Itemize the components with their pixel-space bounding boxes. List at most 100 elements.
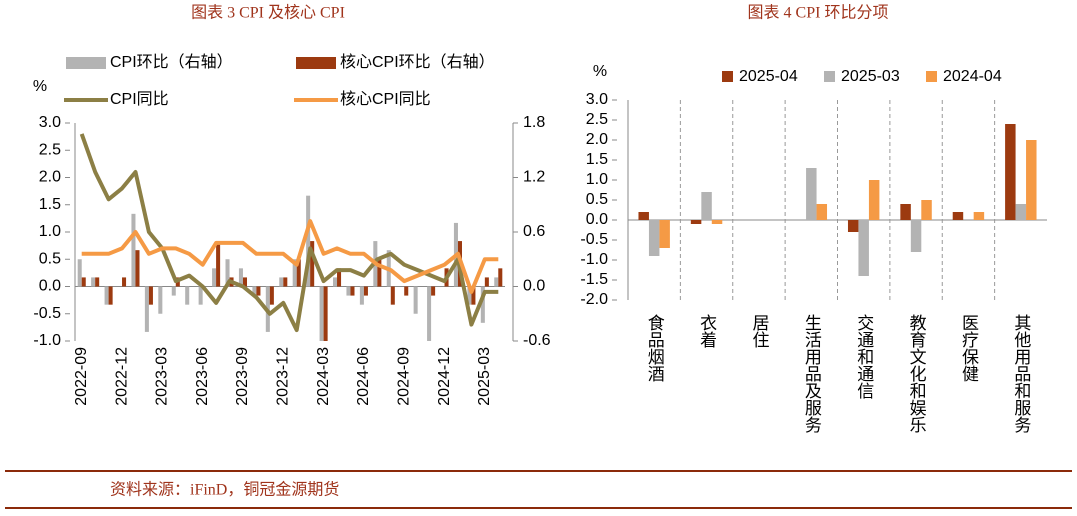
x-tick-label: 交通和通信 [854,314,874,399]
bar [404,286,409,296]
x-tick-label: 2024-12 [436,347,453,406]
x-tick-label: 生活用品及服务 [802,314,822,433]
bar [346,286,351,296]
bar [471,286,476,305]
bar [131,213,136,287]
y-tick-label: 0.0 [523,278,545,295]
bar [171,286,176,296]
bar [1015,204,1027,220]
legend-label: 核心CPI同比 [340,90,431,108]
x-tick-label: 居住 [749,314,769,348]
y-tick-label: 1.5 [39,196,61,213]
y-tick-label: 0.0 [39,278,61,295]
legend-swatch [824,71,835,82]
x-tick-label: 其他用品和服务 [1011,314,1031,433]
y-tick-label: 0.0 [586,211,608,228]
legend-label: 2025-04 [739,68,798,85]
source-note: 资料来源：iFinD，铜冠金源期货 [110,481,339,499]
legend-label: CPI环比（右轴） [110,53,233,71]
legend-label: 核心CPI环比（右轴） [340,53,495,71]
y-axis-unit: % [593,63,607,80]
x-tick-label: 2023-06 [194,347,211,406]
bar [973,212,985,220]
bar [77,259,82,287]
bar [292,259,297,287]
bar [467,286,472,305]
bar [910,220,922,252]
bar [148,286,153,305]
line [81,219,499,294]
bar [921,200,932,220]
x-tick-label: 医疗保健 [959,314,979,382]
bar [122,277,127,287]
x-tick-label: 2024-03 [315,347,332,406]
chart-title: 图表 3 CPI 及核心 CPI [191,4,345,22]
legend-label: 2025-03 [841,68,900,85]
x-tick-label: 2023-12 [275,347,292,406]
bar [431,286,436,296]
bar [847,220,859,232]
bar [216,241,221,287]
bar [900,204,911,220]
y-tick-label: -2.0 [580,291,608,308]
bar [377,259,382,287]
bar [480,286,485,323]
bar [806,168,817,220]
x-tick-label: 衣着 [697,314,717,348]
bar [1005,124,1016,220]
y-tick-label: 0.5 [39,250,61,267]
y-tick-label: 3.0 [39,114,61,131]
bar [498,268,503,287]
bar [1026,140,1037,220]
bar [108,286,113,305]
y-tick-label: 0.5 [586,191,608,208]
bar [337,268,342,287]
bar [296,259,301,287]
bar [242,277,247,287]
bar [363,286,368,296]
x-tick-label: 2022-12 [113,347,130,406]
bar [238,268,243,287]
bar [427,286,432,341]
bar [659,220,670,248]
x-tick-label: 食品烟酒 [645,314,665,382]
bar [711,220,723,224]
bar [144,286,149,332]
bar [185,286,190,305]
bar [494,277,499,287]
y-tick-label: 1.0 [39,223,61,240]
y-tick-label: 1.2 [523,169,545,186]
legend-swatch [66,57,106,69]
bar [256,286,261,296]
bar [279,277,284,287]
bar [225,259,230,287]
y-tick-label: 2.5 [586,111,608,128]
bar [638,212,649,220]
y-tick-label: 2.0 [39,169,61,186]
y-tick-label: 0.6 [523,223,545,240]
legend-label: 2024-04 [943,68,1002,85]
bar [198,286,203,305]
x-tick-label: 教育文化和娱乐 [907,314,927,433]
bar [81,277,86,287]
legend-swatch [926,71,937,82]
bar [306,195,311,287]
bar [95,277,100,287]
bar [91,277,96,287]
y-tick-label: 2.0 [586,131,608,148]
bar [333,277,338,287]
bar [212,268,217,287]
y-tick-label: -0.5 [33,305,61,322]
bar [701,192,712,220]
y-tick-label: 1.0 [586,171,608,188]
bar [158,286,163,314]
y-tick-label: 1.8 [523,114,545,131]
y-tick-label: 2.5 [39,141,61,158]
x-tick-label: 2022-09 [73,347,90,406]
y-tick-label: 1.5 [586,151,608,168]
bar [269,286,274,305]
y-tick-label: -1.5 [580,271,608,288]
x-tick-label: 2023-09 [234,347,251,406]
bar [359,286,364,305]
y-tick-label: -0.5 [580,231,608,248]
